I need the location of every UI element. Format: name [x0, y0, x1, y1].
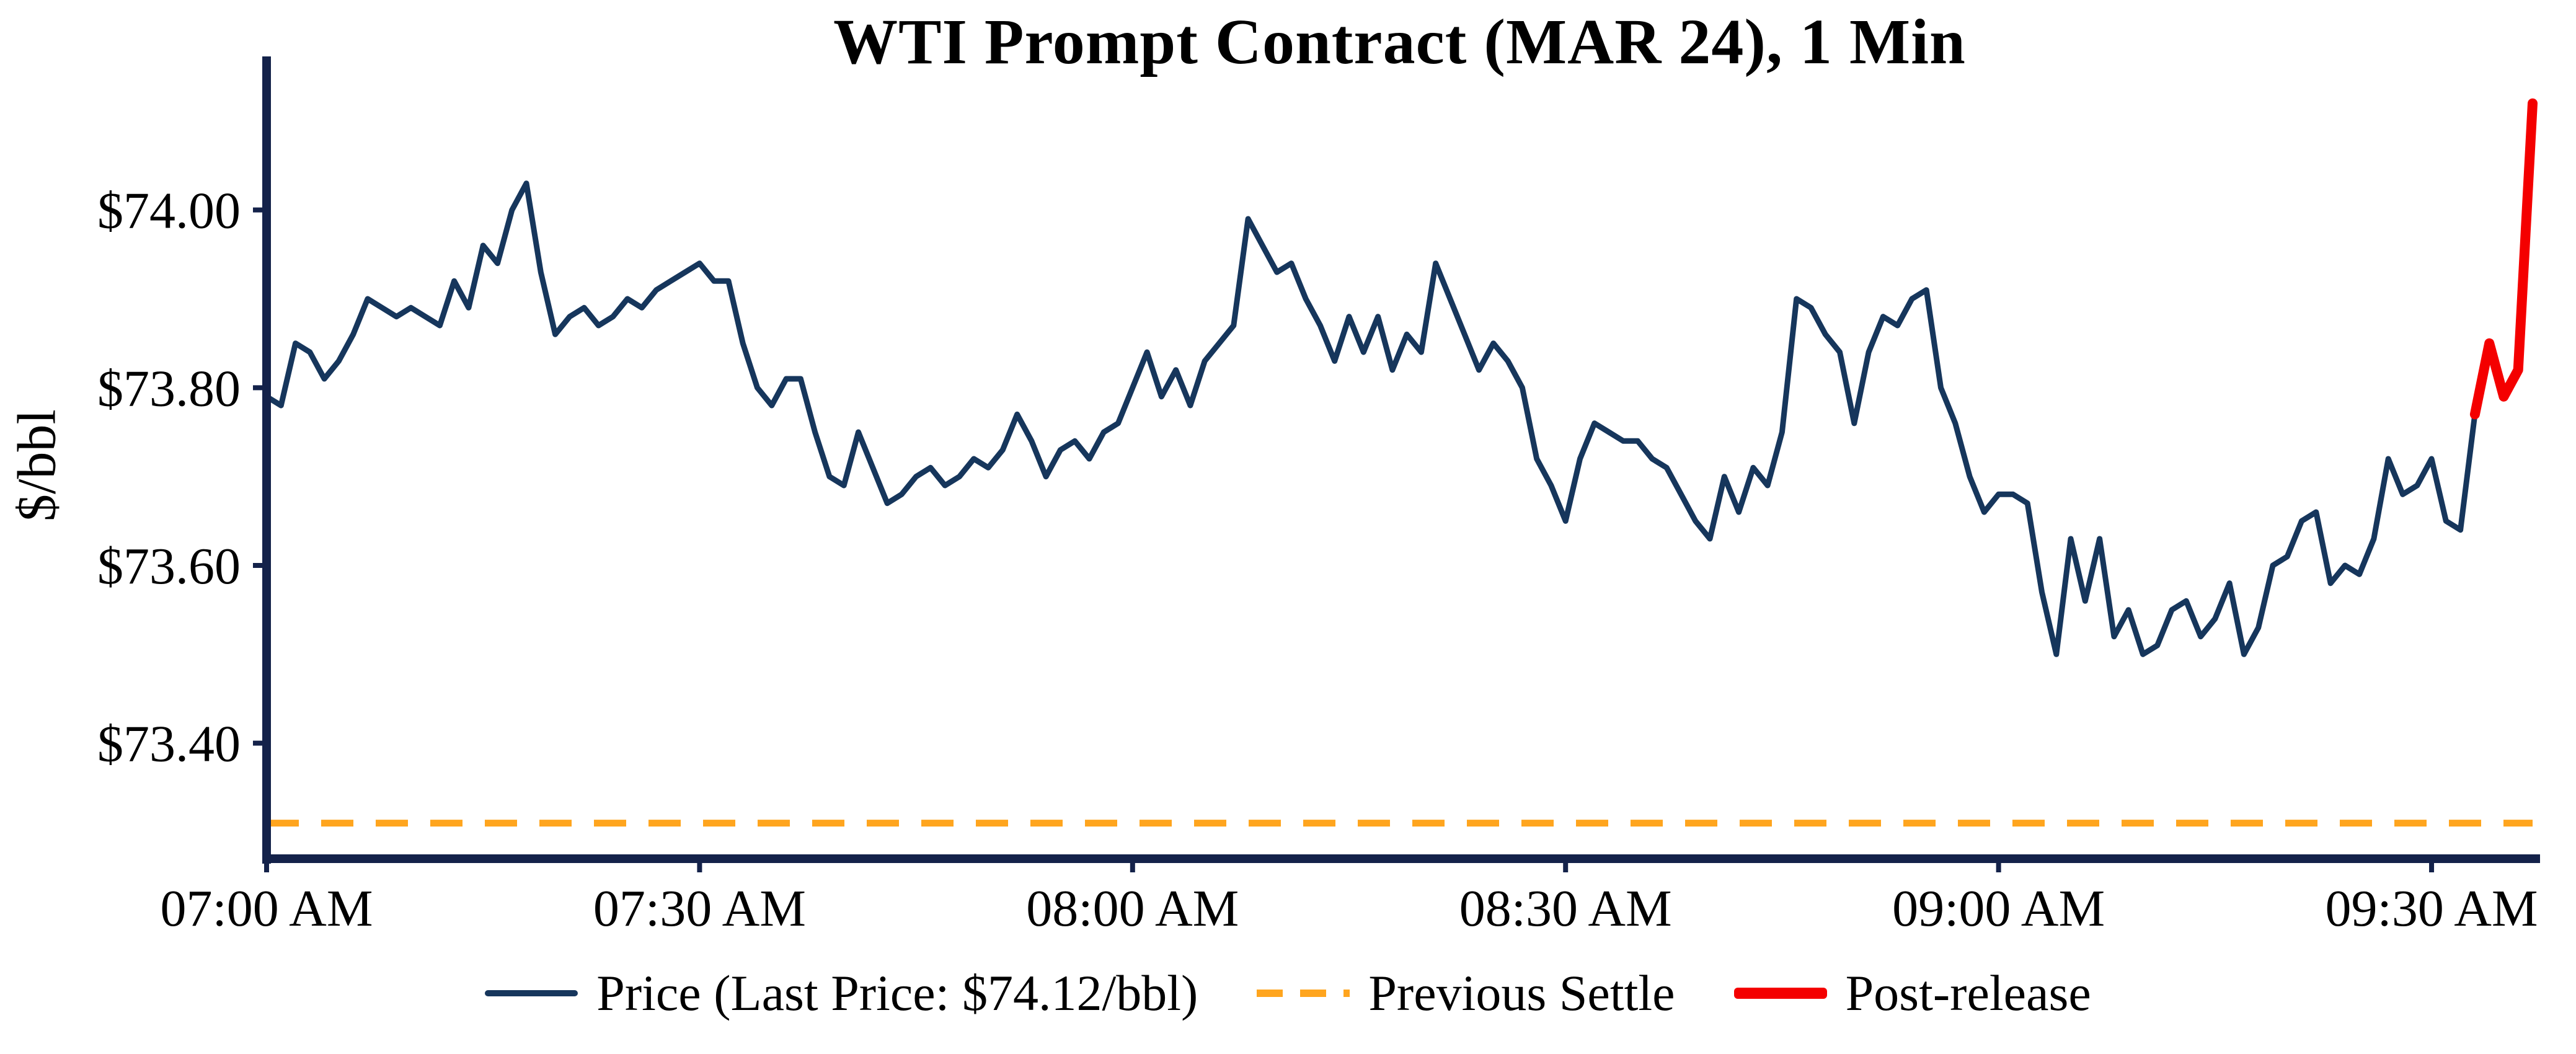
x-tick-label: 07:30 AM [593, 880, 806, 937]
previous-settle-dashed-swatch-icon [1257, 990, 1350, 997]
legend-item-previous-settle: Previous Settle [1257, 964, 1675, 1022]
legend-label-price: Price (Last Price: $74.12/bbl) [596, 965, 1198, 1021]
x-tick-label: 09:00 AM [1892, 880, 2105, 937]
post-release-line [2469, 98, 2538, 420]
x-tick-label: 09:30 AM [2326, 880, 2538, 937]
x-tick-label: 08:00 AM [1026, 880, 1239, 937]
price-line [263, 180, 2478, 657]
x-tick-label: 08:30 AM [1459, 880, 1672, 937]
legend-label-previous-settle: Previous Settle [1368, 965, 1675, 1021]
chart-title: WTI Prompt Contract (MAR 24), 1 Min [833, 6, 1966, 78]
legend-label-post-release: Post-release [1845, 965, 2091, 1021]
y-tick-label: $73.60 [97, 538, 241, 595]
y-tick-label: $73.80 [97, 360, 241, 417]
y-tick-label: $73.40 [97, 715, 241, 773]
post-release-line-swatch-icon [1733, 988, 1827, 999]
price-line-swatch-icon [485, 990, 578, 996]
legend: Price (Last Price: $74.12/bbl) Previous … [0, 964, 2576, 1022]
legend-item-price: Price (Last Price: $74.12/bbl) [485, 964, 1198, 1022]
y-tick-label: $74.00 [97, 182, 241, 240]
x-tick-label: 07:00 AM [160, 880, 373, 937]
legend-item-post-release: Post-release [1733, 964, 2091, 1022]
